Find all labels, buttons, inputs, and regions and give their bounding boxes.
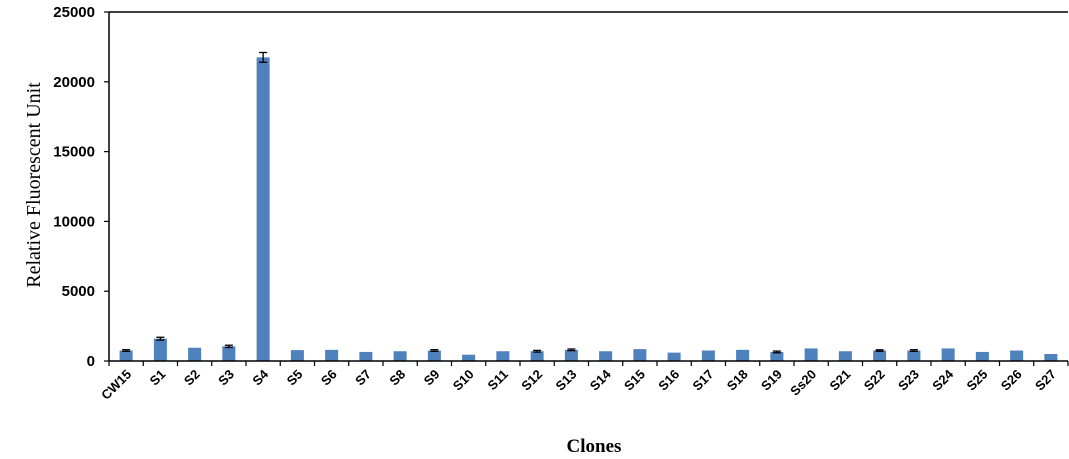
bar (462, 354, 476, 361)
bar (1010, 350, 1024, 361)
x-tick-label: S22 (861, 367, 888, 394)
x-tick-label: S3 (215, 367, 237, 389)
bar (530, 351, 544, 361)
x-axis-title: Clones (567, 436, 622, 457)
bar (907, 350, 921, 361)
y-tick-label: 15000 (53, 144, 95, 161)
x-tick-label: CW15 (98, 367, 134, 403)
y-tick-label: 25000 (53, 4, 95, 21)
x-tick-label: S7 (352, 367, 374, 389)
bar (633, 349, 647, 361)
x-tick-label: S21 (827, 367, 854, 394)
x-tick-label: S26 (998, 367, 1025, 394)
bar (804, 348, 818, 361)
x-tick-label: S19 (758, 367, 785, 394)
bars (119, 57, 1058, 362)
x-tick-label: S18 (724, 367, 751, 394)
x-tick-label: S12 (518, 367, 545, 394)
bar (153, 338, 167, 361)
x-tick-label: S6 (318, 367, 340, 389)
y-tick-label: 10000 (53, 213, 95, 230)
error-bars (122, 51, 918, 354)
x-tick-label: S2 (181, 367, 203, 389)
y-axis-ticks: 0 5000 10000 15000 20000 25000 (53, 4, 109, 370)
bar (873, 350, 887, 361)
y-axis-title: Relative Fluorescent Unit (23, 82, 45, 288)
bar (599, 351, 613, 361)
x-tick-label: S13 (553, 367, 580, 394)
x-tick-label: S10 (450, 367, 477, 394)
x-tick-label: S16 (655, 367, 682, 394)
bar (119, 350, 133, 361)
y-axis-title-text: Relative Fluorescent Unit (23, 82, 45, 288)
x-tick-label: S14 (587, 366, 615, 394)
bar (941, 348, 955, 361)
bar (701, 350, 715, 361)
bar (359, 351, 373, 361)
x-tick-label: S17 (690, 367, 717, 394)
x-tick-label: S5 (284, 367, 306, 389)
y-tick-label: 5000 (62, 283, 95, 300)
bar (975, 351, 989, 361)
x-tick-label: S9 (421, 367, 443, 389)
x-tick-label: S8 (386, 367, 408, 389)
x-tick-label: Ss20 (787, 367, 819, 399)
bar (1044, 354, 1058, 361)
y-tick-label: 0 (87, 353, 95, 370)
x-tick-label: S25 (964, 367, 991, 394)
bar (496, 351, 510, 361)
bar (564, 349, 578, 361)
x-tick-label: S24 (929, 366, 957, 394)
bar (427, 350, 441, 361)
bar (222, 346, 236, 361)
bar (393, 351, 407, 361)
bar (325, 349, 339, 361)
y-tick-label: 20000 (53, 74, 95, 91)
x-tick-label: S1 (147, 367, 169, 389)
x-tick-label: S15 (621, 367, 648, 394)
bar (667, 352, 681, 361)
bar (290, 350, 304, 361)
bar (736, 349, 750, 361)
x-tick-label: S27 (1032, 367, 1059, 394)
bar (770, 351, 784, 361)
bar (256, 57, 270, 362)
x-tick-label: S23 (895, 367, 922, 394)
x-tick-label: S4 (249, 366, 271, 388)
bar (188, 347, 202, 361)
x-tick-label: S11 (485, 367, 511, 393)
bar (838, 351, 852, 361)
x-axis-ticks: CW15 S1 S2 S3 S4 S5 S6 S7 S8 S9 S10 S11 S12 S13 S14 S15… (98, 361, 1069, 403)
